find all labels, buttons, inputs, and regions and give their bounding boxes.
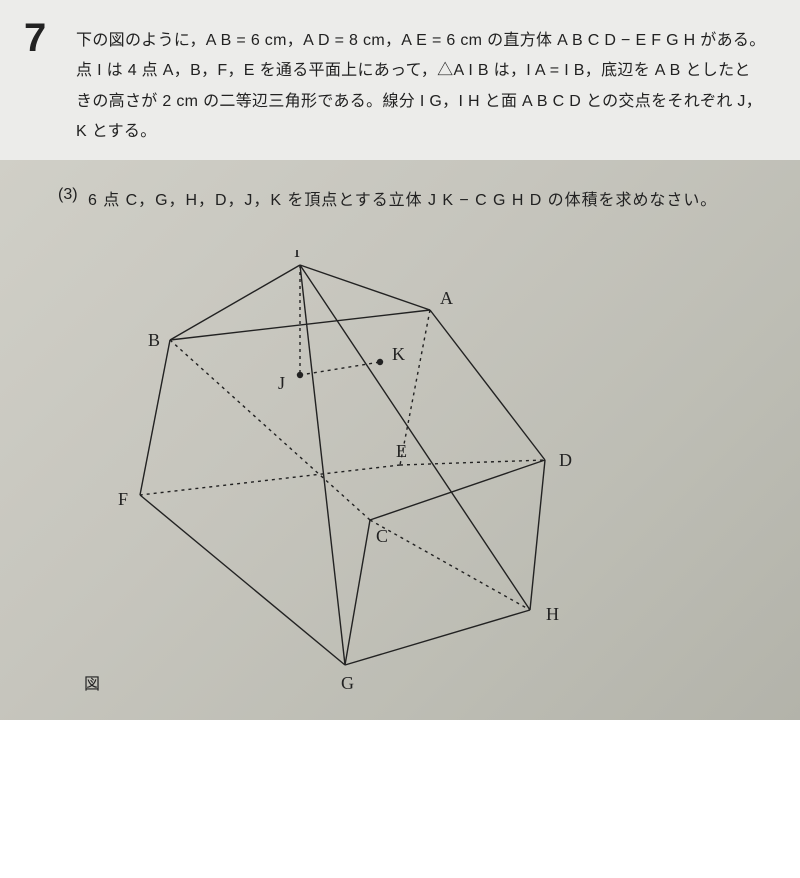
svg-text:E: E <box>396 441 407 461</box>
problem-number: 7 <box>24 16 46 61</box>
svg-text:H: H <box>546 604 559 624</box>
subproblem-label: (3) <box>58 186 78 204</box>
svg-text:F: F <box>118 489 128 509</box>
svg-text:J: J <box>278 373 285 393</box>
svg-text:D: D <box>559 450 572 470</box>
page-bottom-mask <box>0 720 800 878</box>
svg-text:G: G <box>341 673 354 693</box>
svg-text:B: B <box>148 330 160 350</box>
svg-text:A: A <box>440 288 453 308</box>
svg-text:I: I <box>294 250 300 261</box>
problem-body: 下の図のように，A B = 6 cm，A D = 8 cm，A E = 6 cm… <box>76 26 766 148</box>
subproblem-text: 6 点 C，G，H，D，J，K を頂点とする立体 J K − C G H D の… <box>88 186 768 210</box>
svg-text:K: K <box>392 344 405 364</box>
page: 7 下の図のように，A B = 6 cm，A D = 8 cm，A E = 6 … <box>0 0 800 878</box>
figure-label: 図 <box>84 670 100 694</box>
svg-text:C: C <box>376 526 388 546</box>
cuboid-diagram: A B C D E F G H I J K <box>70 250 730 700</box>
figure-container: A B C D E F G H I J K <box>70 250 730 700</box>
